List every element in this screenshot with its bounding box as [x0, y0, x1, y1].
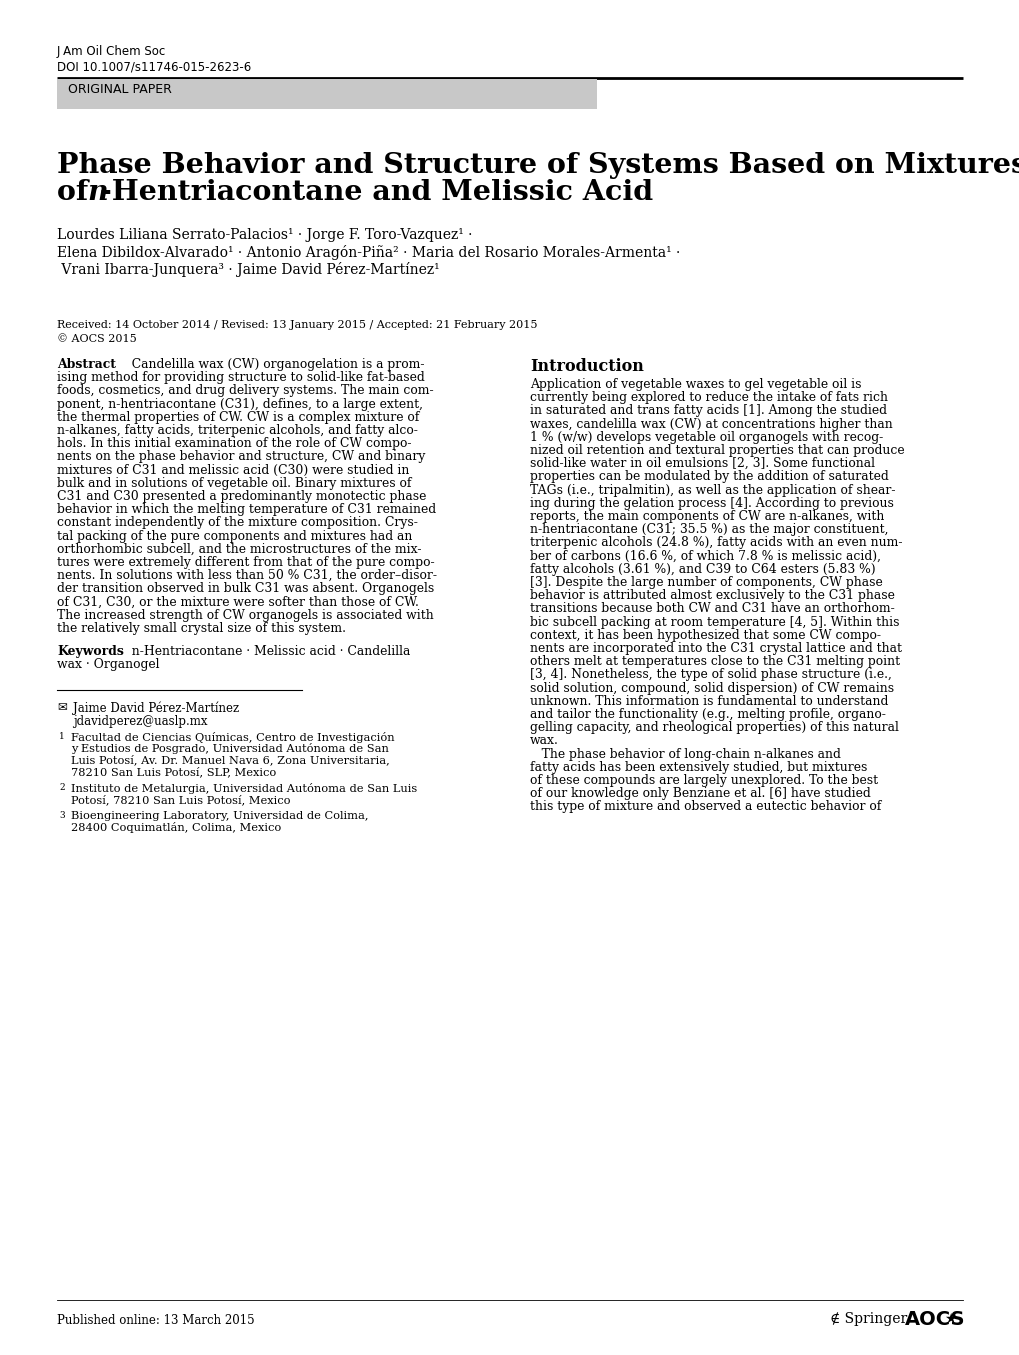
- Text: The phase behavior of long-chain n-alkanes and: The phase behavior of long-chain n-alkan…: [530, 748, 840, 760]
- Text: Introduction: Introduction: [530, 358, 643, 375]
- Text: J Am Oil Chem Soc: J Am Oil Chem Soc: [57, 45, 166, 58]
- Text: n: n: [87, 179, 108, 206]
- Text: of these compounds are largely unexplored. To the best: of these compounds are largely unexplore…: [530, 774, 877, 787]
- Text: context, it has been hypothesized that some CW compo-: context, it has been hypothesized that s…: [530, 629, 880, 642]
- Text: nized oil retention and textural properties that can produce: nized oil retention and textural propert…: [530, 444, 904, 457]
- Text: wax · Organogel: wax · Organogel: [57, 659, 159, 671]
- Text: n-alkanes, fatty acids, triterpenic alcohols, and fatty alco-: n-alkanes, fatty acids, triterpenic alco…: [57, 424, 418, 438]
- Text: Candelilla wax (CW) organogelation is a prom-: Candelilla wax (CW) organogelation is a …: [120, 358, 424, 371]
- Text: currently being explored to reduce the intake of fats rich: currently being explored to reduce the i…: [530, 392, 888, 404]
- Text: ising method for providing structure to solid-like fat-based: ising method for providing structure to …: [57, 371, 424, 385]
- Text: -Hentriacontane and Melissic Acid: -Hentriacontane and Melissic Acid: [100, 179, 652, 206]
- Text: ponent, n-hentriacontane (C31), defines, to a large extent,: ponent, n-hentriacontane (C31), defines,…: [57, 397, 423, 411]
- Text: of C31, C30, or the mixture were softer than those of CW.: of C31, C30, or the mixture were softer …: [57, 596, 419, 608]
- Text: y Estudios de Posgrado, Universidad Autónoma de San: y Estudios de Posgrado, Universidad Autó…: [71, 743, 388, 755]
- Text: Luis Potosí, Av. Dr. Manuel Nava 6, Zona Universitaria,: Luis Potosí, Av. Dr. Manuel Nava 6, Zona…: [71, 755, 389, 766]
- Text: constant independently of the mixture composition. Crys-: constant independently of the mixture co…: [57, 516, 418, 530]
- Text: DOI 10.1007/s11746-015-2623-6: DOI 10.1007/s11746-015-2623-6: [57, 60, 251, 73]
- Text: ∉ Springer: ∉ Springer: [829, 1312, 906, 1327]
- Text: the thermal properties of CW. CW is a complex mixture of: the thermal properties of CW. CW is a co…: [57, 411, 419, 424]
- Text: unknown. This information is fundamental to understand: unknown. This information is fundamental…: [530, 695, 888, 707]
- Text: fatty acids has been extensively studied, but mixtures: fatty acids has been extensively studied…: [530, 760, 866, 774]
- Text: solid-like water in oil emulsions [2, 3]. Some functional: solid-like water in oil emulsions [2, 3]…: [530, 457, 874, 470]
- Text: jdavidperez@uaslp.mx: jdavidperez@uaslp.mx: [73, 714, 207, 728]
- Text: behavior in which the melting temperature of C31 remained: behavior in which the melting temperatur…: [57, 503, 436, 516]
- Text: waxes, candelilla wax (CW) at concentrations higher than: waxes, candelilla wax (CW) at concentrat…: [530, 417, 892, 431]
- Text: reports, the main components of CW are n-alkanes, with: reports, the main components of CW are n…: [530, 509, 883, 523]
- Text: nents are incorporated into the C31 crystal lattice and that: nents are incorporated into the C31 crys…: [530, 642, 901, 654]
- Bar: [57, 79, 596, 108]
- Text: others melt at temperatures close to the C31 melting point: others melt at temperatures close to the…: [530, 656, 899, 668]
- Text: wax.: wax.: [530, 734, 558, 748]
- Text: bulk and in solutions of vegetable oil. Binary mixtures of: bulk and in solutions of vegetable oil. …: [57, 477, 411, 489]
- Text: hols. In this initial examination of the role of CW compo-: hols. In this initial examination of the…: [57, 438, 411, 450]
- Text: transitions because both CW and C31 have an orthorhom-: transitions because both CW and C31 have…: [530, 603, 894, 615]
- Text: Instituto de Metalurgia, Universidad Autónoma de San Luis: Instituto de Metalurgia, Universidad Aut…: [71, 783, 417, 794]
- Text: foods, cosmetics, and drug delivery systems. The main com-: foods, cosmetics, and drug delivery syst…: [57, 385, 433, 397]
- Text: ★: ★: [943, 1312, 956, 1327]
- Text: behavior is attributed almost exclusively to the C31 phase: behavior is attributed almost exclusivel…: [530, 589, 894, 602]
- Text: in saturated and trans fatty acids [1]. Among the studied: in saturated and trans fatty acids [1]. …: [530, 404, 887, 417]
- Text: [3, 4]. Nonetheless, the type of solid phase structure (i.e.,: [3, 4]. Nonetheless, the type of solid p…: [530, 668, 891, 682]
- Text: The increased strength of CW organogels is associated with: The increased strength of CW organogels …: [57, 608, 433, 622]
- Text: Bioengineering Laboratory, Universidad de Colima,: Bioengineering Laboratory, Universidad d…: [71, 810, 368, 821]
- Text: © AOCS 2015: © AOCS 2015: [57, 333, 137, 344]
- Text: Vrani Ibarra-Junquera³ · Jaime David Pérez-Martínez¹: Vrani Ibarra-Junquera³ · Jaime David Pér…: [57, 262, 439, 276]
- Text: Keywords: Keywords: [57, 645, 123, 659]
- Text: ✉: ✉: [57, 702, 67, 714]
- Text: TAGs (i.e., tripalmitin), as well as the application of shear-: TAGs (i.e., tripalmitin), as well as the…: [530, 484, 895, 496]
- Text: fatty alcohols (3.61 %), and C39 to C64 esters (5.83 %): fatty alcohols (3.61 %), and C39 to C64 …: [530, 562, 874, 576]
- Text: ORIGINAL PAPER: ORIGINAL PAPER: [68, 83, 172, 96]
- Text: 1 % (w/w) develops vegetable oil organogels with recog-: 1 % (w/w) develops vegetable oil organog…: [530, 431, 882, 444]
- Text: Received: 14 October 2014 / Revised: 13 January 2015 / Accepted: 21 February 201: Received: 14 October 2014 / Revised: 13 …: [57, 320, 537, 331]
- Text: 78210 San Luis Potosí, SLP, Mexico: 78210 San Luis Potosí, SLP, Mexico: [71, 766, 276, 776]
- Text: of our knowledge only Benziane et al. [6] have studied: of our knowledge only Benziane et al. [6…: [530, 787, 870, 801]
- Text: Potosí, 78210 San Luis Potosí, Mexico: Potosí, 78210 San Luis Potosí, Mexico: [71, 794, 290, 805]
- Text: Facultad de Ciencias Químicas, Centro de Investigación: Facultad de Ciencias Químicas, Centro de…: [71, 732, 394, 743]
- Text: mixtures of C31 and melissic acid (C30) were studied in: mixtures of C31 and melissic acid (C30) …: [57, 463, 409, 477]
- Text: nents. In solutions with less than 50 % C31, the order–disor-: nents. In solutions with less than 50 % …: [57, 569, 436, 583]
- Text: Application of vegetable waxes to gel vegetable oil is: Application of vegetable waxes to gel ve…: [530, 378, 861, 392]
- Text: triterpenic alcohols (24.8 %), fatty acids with an even num-: triterpenic alcohols (24.8 %), fatty aci…: [530, 537, 902, 549]
- Text: 1: 1: [59, 732, 64, 741]
- Text: the relatively small crystal size of this system.: the relatively small crystal size of thi…: [57, 622, 345, 635]
- Text: orthorhombic subcell, and the microstructures of the mix-: orthorhombic subcell, and the microstruc…: [57, 543, 421, 556]
- Text: this type of mixture and observed a eutectic behavior of: this type of mixture and observed a eute…: [530, 801, 880, 813]
- Text: Lourdes Liliana Serrato-Palacios¹ · Jorge F. Toro-Vazquez¹ ·: Lourdes Liliana Serrato-Palacios¹ · Jorg…: [57, 228, 472, 243]
- Text: 3: 3: [59, 810, 64, 820]
- Text: nents on the phase behavior and structure, CW and binary: nents on the phase behavior and structur…: [57, 450, 425, 463]
- Text: Abstract: Abstract: [57, 358, 116, 371]
- Text: tures were extremely different from that of the pure compo-: tures were extremely different from that…: [57, 556, 434, 569]
- Text: Jaime David Pérez-Martínez: Jaime David Pérez-Martínez: [73, 702, 238, 715]
- Text: Phase Behavior and Structure of Systems Based on Mixtures: Phase Behavior and Structure of Systems …: [57, 152, 1019, 179]
- Text: AOCS: AOCS: [904, 1310, 965, 1329]
- Text: der transition observed in bulk C31 was absent. Organogels: der transition observed in bulk C31 was …: [57, 583, 434, 595]
- Text: C31 and C30 presented a predominantly monotectic phase: C31 and C30 presented a predominantly mo…: [57, 491, 426, 503]
- Text: 2: 2: [59, 783, 64, 791]
- Text: 28400 Coquimatlán, Colima, Mexico: 28400 Coquimatlán, Colima, Mexico: [71, 822, 281, 833]
- Text: n-Hentriacontane · Melissic acid · Candelilla: n-Hentriacontane · Melissic acid · Cande…: [124, 645, 410, 659]
- Text: ber of carbons (16.6 %, of which 7.8 % is melissic acid),: ber of carbons (16.6 %, of which 7.8 % i…: [530, 550, 880, 562]
- Text: tal packing of the pure components and mixtures had an: tal packing of the pure components and m…: [57, 530, 412, 542]
- Text: and tailor the functionality (e.g., melting profile, organo-: and tailor the functionality (e.g., melt…: [530, 709, 886, 721]
- Text: bic subcell packing at room temperature [4, 5]. Within this: bic subcell packing at room temperature …: [530, 615, 899, 629]
- Text: Published online: 13 March 2015: Published online: 13 March 2015: [57, 1314, 255, 1327]
- Text: ing during the gelation process [4]. According to previous: ing during the gelation process [4]. Acc…: [530, 497, 893, 509]
- Text: gelling capacity, and rheological properties) of this natural: gelling capacity, and rheological proper…: [530, 721, 898, 734]
- Text: of: of: [57, 179, 98, 206]
- Text: properties can be modulated by the addition of saturated: properties can be modulated by the addit…: [530, 470, 888, 484]
- Text: n-hentriacontane (C31; 35.5 %) as the major constituent,: n-hentriacontane (C31; 35.5 %) as the ma…: [530, 523, 888, 537]
- Text: [3]. Despite the large number of components, CW phase: [3]. Despite the large number of compone…: [530, 576, 881, 589]
- Text: solid solution, compound, solid dispersion) of CW remains: solid solution, compound, solid dispersi…: [530, 682, 894, 695]
- Text: Elena Dibildox-Alvarado¹ · Antonio Aragón-Piña² · Maria del Rosario Morales-Arme: Elena Dibildox-Alvarado¹ · Antonio Aragó…: [57, 245, 680, 260]
